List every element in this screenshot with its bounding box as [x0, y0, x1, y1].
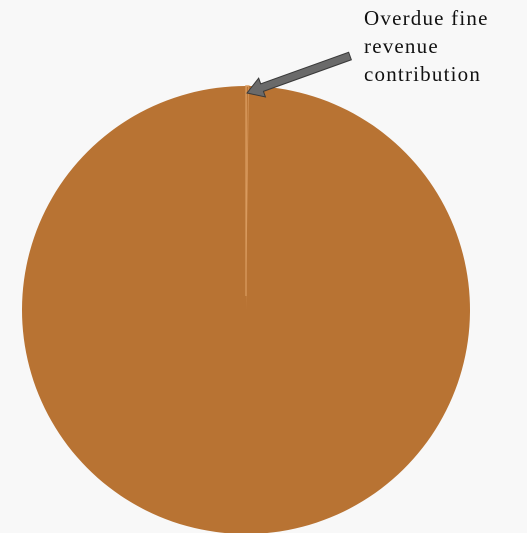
- annotation-arrow-shape: [246, 51, 352, 98]
- pie-slices: [22, 85, 470, 533]
- annotation-arrow: [246, 51, 352, 98]
- annotation-label: Overdue fine revenue contribution: [364, 6, 489, 86]
- pie-slice-other: [22, 86, 470, 533]
